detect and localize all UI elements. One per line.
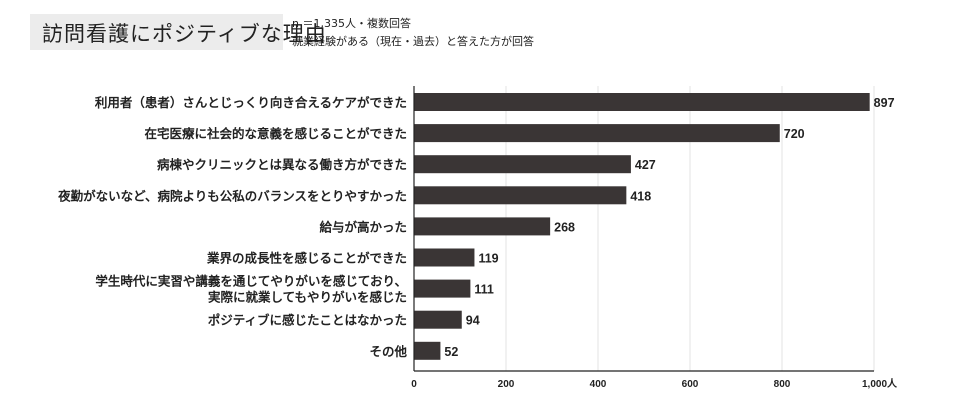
x-tick-label: 400 xyxy=(590,379,607,390)
category-label: 病棟やクリニックとは異なる働き方ができた xyxy=(157,157,407,172)
category-label: ポジティブに感じたことはなかった xyxy=(208,313,407,328)
bar xyxy=(414,186,627,205)
category-label: 学生時代に実習や講義を通じてやりがいを感じており、 xyxy=(95,274,407,289)
category-label: 利用者（患者）さんとじっくり向き合えるケアができた xyxy=(95,95,407,110)
x-tick-label: 600 xyxy=(682,379,699,390)
x-tick-label: 0 xyxy=(411,379,417,390)
category-label: 実際に就業してもやりがいを感じた xyxy=(208,290,407,305)
bar xyxy=(414,248,475,267)
bar-value-label: 119 xyxy=(478,252,498,266)
respondent-note: 就業経験がある（現在・過去）と答えた方が回答 xyxy=(292,35,534,48)
bar xyxy=(414,341,441,360)
x-tick-label: 800 xyxy=(774,379,791,390)
bar-value-label: 897 xyxy=(874,96,895,110)
bar xyxy=(414,310,462,329)
bar-value-label: 720 xyxy=(784,127,805,141)
category-label: 給与が高かった xyxy=(319,219,407,234)
title-box: 訪問看護にポジティブな理由 xyxy=(30,14,326,50)
bar-value-label: 427 xyxy=(635,158,656,172)
bar-value-label: 94 xyxy=(466,314,480,328)
x-tick-label: 1,000人 xyxy=(862,377,898,390)
sample-note: n ＝1,335人・複数回答 xyxy=(292,17,411,30)
bar-value-label: 268 xyxy=(554,220,575,234)
category-label: その他 xyxy=(369,344,407,359)
category-label: 在宅医療に社会的な意義を感じることができた xyxy=(144,126,407,141)
category-label: 業界の成長性を感じることができた xyxy=(206,251,407,266)
chart-title: 訪問看護にポジティブな理由 xyxy=(42,22,327,46)
bar xyxy=(414,124,780,143)
bar xyxy=(414,93,870,111)
bar-value-label: 52 xyxy=(444,345,458,359)
bar-value-label: 111 xyxy=(474,283,494,297)
bar xyxy=(414,217,551,236)
bar-value-label: 418 xyxy=(630,189,651,203)
bar xyxy=(414,279,471,298)
bar xyxy=(414,155,631,174)
x-tick-label: 200 xyxy=(498,379,515,390)
category-label: 夜勤がないなど、病院よりも公私のバランスをとりやすかった xyxy=(57,188,407,203)
